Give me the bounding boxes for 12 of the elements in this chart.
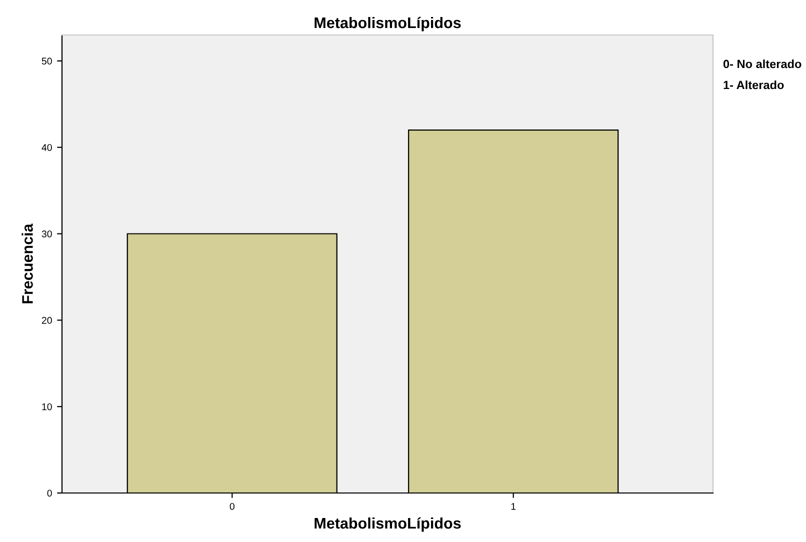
text: 1- Alterado [724, 80, 784, 90]
chart-title: MetabolismoLípidos [314, 16, 461, 32]
y-tick-label: 10 [42, 403, 52, 410]
y-tick-label: 20 [42, 316, 52, 324]
x-axis-title: MetabolismoLípidos [314, 517, 461, 532]
y-axis-title: Frecuencia [22, 224, 33, 304]
y-tick-label: 40 [42, 144, 52, 151]
y-tick-label: 30 [42, 230, 52, 238]
x-tick-label: 1 [511, 503, 516, 510]
y-tick-label: 50 [42, 58, 52, 65]
text: 0- No alterado [723, 60, 802, 68]
y-tick-label: 0 [47, 490, 52, 497]
